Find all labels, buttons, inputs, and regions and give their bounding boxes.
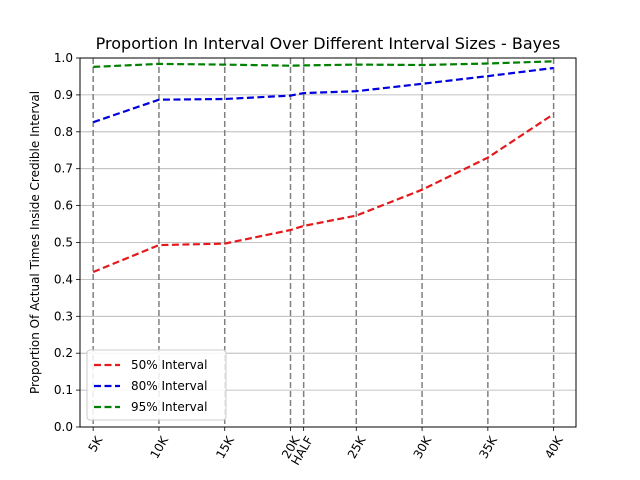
y-tick-label: 0.9 [54, 88, 73, 102]
legend-label: 80% Interval [131, 379, 207, 393]
y-tick-label: 1.0 [54, 51, 73, 65]
legend: 50% Interval 80% Interval 95% Interval [86, 349, 227, 421]
series-line-2 [93, 60, 554, 68]
y-tick-label: 0.8 [54, 125, 73, 139]
legend-label: 50% Interval [131, 358, 207, 372]
x-tick-label: 40K [542, 433, 566, 461]
y-tick-label: 0.2 [54, 346, 73, 360]
x-tick-label: 5K [85, 433, 105, 454]
y-tick-label: 0.3 [54, 309, 73, 323]
y-tick-label: 0.5 [54, 236, 73, 250]
series-line-0 [92, 113, 555, 274]
x-tick-label: 30K [411, 433, 435, 461]
series-lines [92, 60, 555, 274]
x-tick-label: 15K [213, 433, 237, 461]
series-line-1 [92, 66, 554, 124]
y-tick-label: 0.1 [54, 383, 73, 397]
y-tick-label: 0.7 [54, 162, 73, 176]
y-tick-label: 0.4 [54, 272, 73, 286]
y-tick-label: 0.0 [54, 420, 73, 434]
y-tick-label: 0.6 [54, 199, 73, 213]
chart-title: Proportion In Interval Over Different In… [96, 34, 561, 53]
legend-label: 95% Interval [131, 400, 207, 414]
y-axis-ticks: 0.0 0.1 0.2 0.3 0.4 0.5 0.6 0.7 0.8 0.9 1.0 [54, 51, 80, 434]
legend-box [86, 349, 227, 421]
x-tick-label: 35K [476, 433, 500, 461]
x-tick-label: 10K [147, 433, 171, 461]
x-tick-label: 25K [345, 433, 369, 461]
y-axis-label: Proportion Of Actual Times Inside Credib… [28, 91, 42, 394]
